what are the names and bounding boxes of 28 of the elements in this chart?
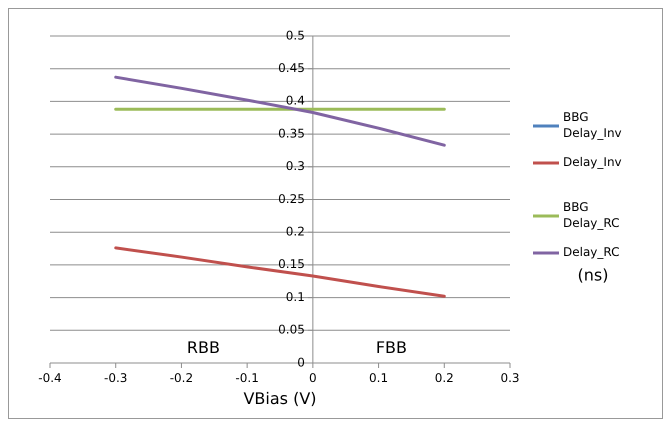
y-tick-label: 0.3 bbox=[286, 159, 305, 174]
y-tick-label: 0.05 bbox=[278, 322, 305, 337]
x-tick-label: 0.2 bbox=[434, 371, 454, 385]
x-tick-label: -0.1 bbox=[235, 371, 259, 385]
line-series bbox=[114, 76, 446, 147]
x-tick-label: 0 bbox=[309, 371, 317, 385]
annotation: RBB bbox=[186, 338, 220, 357]
x-tick-label: -0.2 bbox=[170, 371, 194, 385]
y-tick-label: 0.15 bbox=[278, 257, 305, 272]
y-tick-label: 0.35 bbox=[278, 126, 305, 140]
y-tick-label: 0.2 bbox=[286, 224, 305, 238]
annotation: FBB bbox=[376, 338, 408, 357]
y-tick-label: 0.45 bbox=[278, 60, 305, 75]
x-tick-label: -0.3 bbox=[104, 371, 128, 385]
text: (ns) bbox=[578, 265, 608, 284]
legend-label: Delay_Inv bbox=[563, 155, 622, 170]
y-tick-label: 0.4 bbox=[286, 94, 305, 108]
y-tick-label: 0 bbox=[297, 355, 305, 370]
x-axis-title: VBias (V) bbox=[243, 389, 317, 408]
x-tick-label: 0.3 bbox=[500, 371, 520, 385]
legend-label: Delay_RC bbox=[563, 245, 620, 260]
x-tick-label: -0.4 bbox=[38, 371, 62, 385]
legend-label: BBG Delay_Inv bbox=[563, 110, 622, 140]
y-tick-label: 0.1 bbox=[286, 290, 305, 304]
y-tick-label: 0.5 bbox=[286, 28, 305, 42]
x-tick-label: 0.1 bbox=[369, 371, 388, 385]
legend-label: BBG Delay_RC bbox=[563, 200, 620, 230]
y-tick-label: 0.25 bbox=[278, 192, 305, 206]
